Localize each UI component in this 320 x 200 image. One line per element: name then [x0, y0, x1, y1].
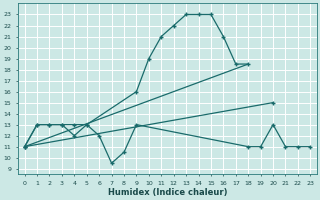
X-axis label: Humidex (Indice chaleur): Humidex (Indice chaleur): [108, 188, 227, 197]
